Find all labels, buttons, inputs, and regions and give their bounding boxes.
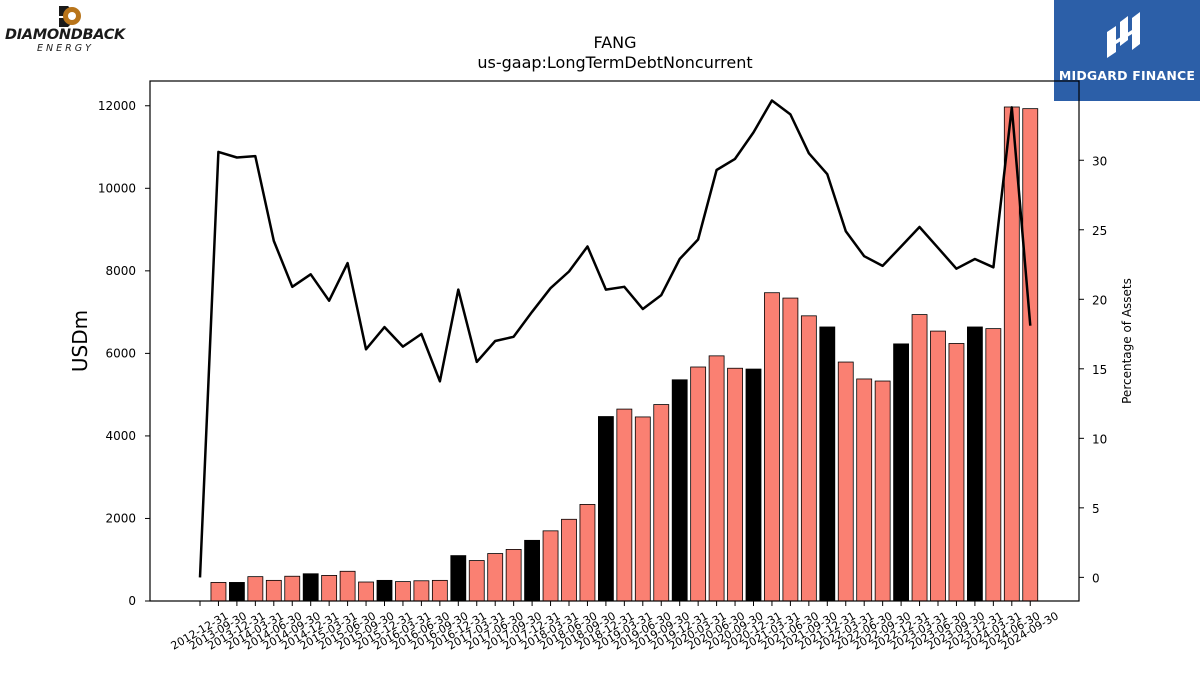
- bar-2018-06-30: [561, 518, 577, 602]
- bar-2018-12-31: [598, 416, 614, 602]
- bar-2023-12-31: [967, 326, 983, 602]
- y2-tick-label-5: 5: [1092, 502, 1100, 516]
- y2-tick-label-10: 10: [1092, 432, 1107, 446]
- bar-2021-09-30: [800, 315, 817, 602]
- bar-2018-09-30: [579, 504, 596, 602]
- plot-frame: [149, 80, 1080, 602]
- bar-2019-03-31: [616, 408, 633, 602]
- y2-tick-label-25: 25: [1092, 224, 1107, 238]
- bar-2016-03-31: [395, 581, 411, 602]
- diamondback-logo-icon: [59, 6, 81, 27]
- bar-2019-06-30: [634, 416, 651, 602]
- midgard-logo-icon: [1107, 12, 1140, 58]
- midgard-logo: MIDGARD FINANCE: [1054, 0, 1200, 101]
- y2-axis-label: Percentage of Assets: [1120, 278, 1134, 404]
- bar-2021-03-31: [764, 292, 780, 602]
- y-axis-label: USDm: [68, 310, 92, 372]
- diamondback-logo-sub: ENERGY: [37, 43, 94, 54]
- bar-2023-06-30: [930, 330, 946, 602]
- axes-layer: 0200040006000800010000120000510152025302…: [98, 80, 1107, 653]
- bar-2017-03-31: [468, 560, 485, 602]
- bar-2022-03-31: [837, 361, 854, 602]
- bar-2015-03-31: [321, 575, 338, 602]
- bar-2016-12-31: [450, 555, 467, 602]
- bar-2019-12-31: [671, 379, 688, 602]
- bar-2024-03-31: [985, 328, 1002, 602]
- bar-2020-06-30: [708, 355, 725, 602]
- bar-2024-09-30: [1022, 108, 1039, 602]
- bar-2015-12-31: [376, 579, 393, 602]
- bar-2021-06-30: [782, 297, 799, 602]
- bar-2023-03-31: [911, 314, 928, 602]
- series-line-percentage-of-assets: [198, 99, 1032, 578]
- bar-2023-09-30: [948, 343, 965, 602]
- bar-2020-03-31: [690, 366, 707, 602]
- y2-tick-label-0: 0: [1092, 571, 1100, 585]
- y2-tick-label-30: 30: [1092, 154, 1107, 168]
- y-tick-label-0: 0: [128, 594, 136, 608]
- y-tick-label-10000: 10000: [98, 181, 136, 195]
- chart-subtitle: us-gaap:LongTermDebtNoncurrent: [477, 53, 752, 72]
- bar-2013-12-31: [228, 582, 245, 602]
- bar-2015-06-30: [339, 570, 356, 602]
- bar-2017-06-30: [487, 553, 504, 602]
- bar-2013-09-30: [210, 582, 227, 602]
- bar-2018-03-31: [542, 530, 559, 602]
- y-tick-label-6000: 6000: [105, 346, 136, 360]
- bar-2019-09-30: [653, 404, 670, 602]
- y2-tick-label-20: 20: [1092, 293, 1107, 307]
- bar-2014-09-30: [284, 575, 301, 602]
- bar-2014-12-31: [302, 573, 319, 602]
- bar-2017-09-30: [505, 549, 522, 602]
- bar-2014-03-31: [247, 576, 264, 602]
- y-tick-label-4000: 4000: [105, 429, 136, 443]
- bar-2022-12-31: [893, 343, 909, 602]
- midgard-logo-name: MIDGARD FINANCE: [1058, 68, 1196, 83]
- bar-2017-12-31: [524, 539, 540, 602]
- bar-2020-09-30: [727, 367, 743, 602]
- y-tick-label-8000: 8000: [105, 264, 136, 278]
- bar-2016-09-30: [431, 579, 448, 602]
- bars-layer: [210, 106, 1039, 602]
- bar-2015-09-30: [358, 581, 374, 602]
- y-tick-label-12000: 12000: [98, 99, 136, 113]
- diamondback-logo: DIAMONDBACK ENERGY: [0, 0, 145, 62]
- chart-title: FANG: [593, 33, 636, 52]
- bar-2016-06-30: [413, 580, 430, 602]
- line-layer: [198, 99, 1032, 578]
- bar-2021-12-31: [819, 326, 836, 602]
- bar-2022-06-30: [856, 378, 873, 602]
- bar-2014-06-30: [265, 579, 282, 602]
- diamondback-logo-name: DIAMONDBACK: [5, 27, 125, 43]
- y-tick-label-2000: 2000: [105, 511, 136, 525]
- bar-2022-09-30: [874, 380, 891, 602]
- y2-tick-label-15: 15: [1092, 363, 1107, 377]
- bar-2020-12-31: [745, 368, 762, 602]
